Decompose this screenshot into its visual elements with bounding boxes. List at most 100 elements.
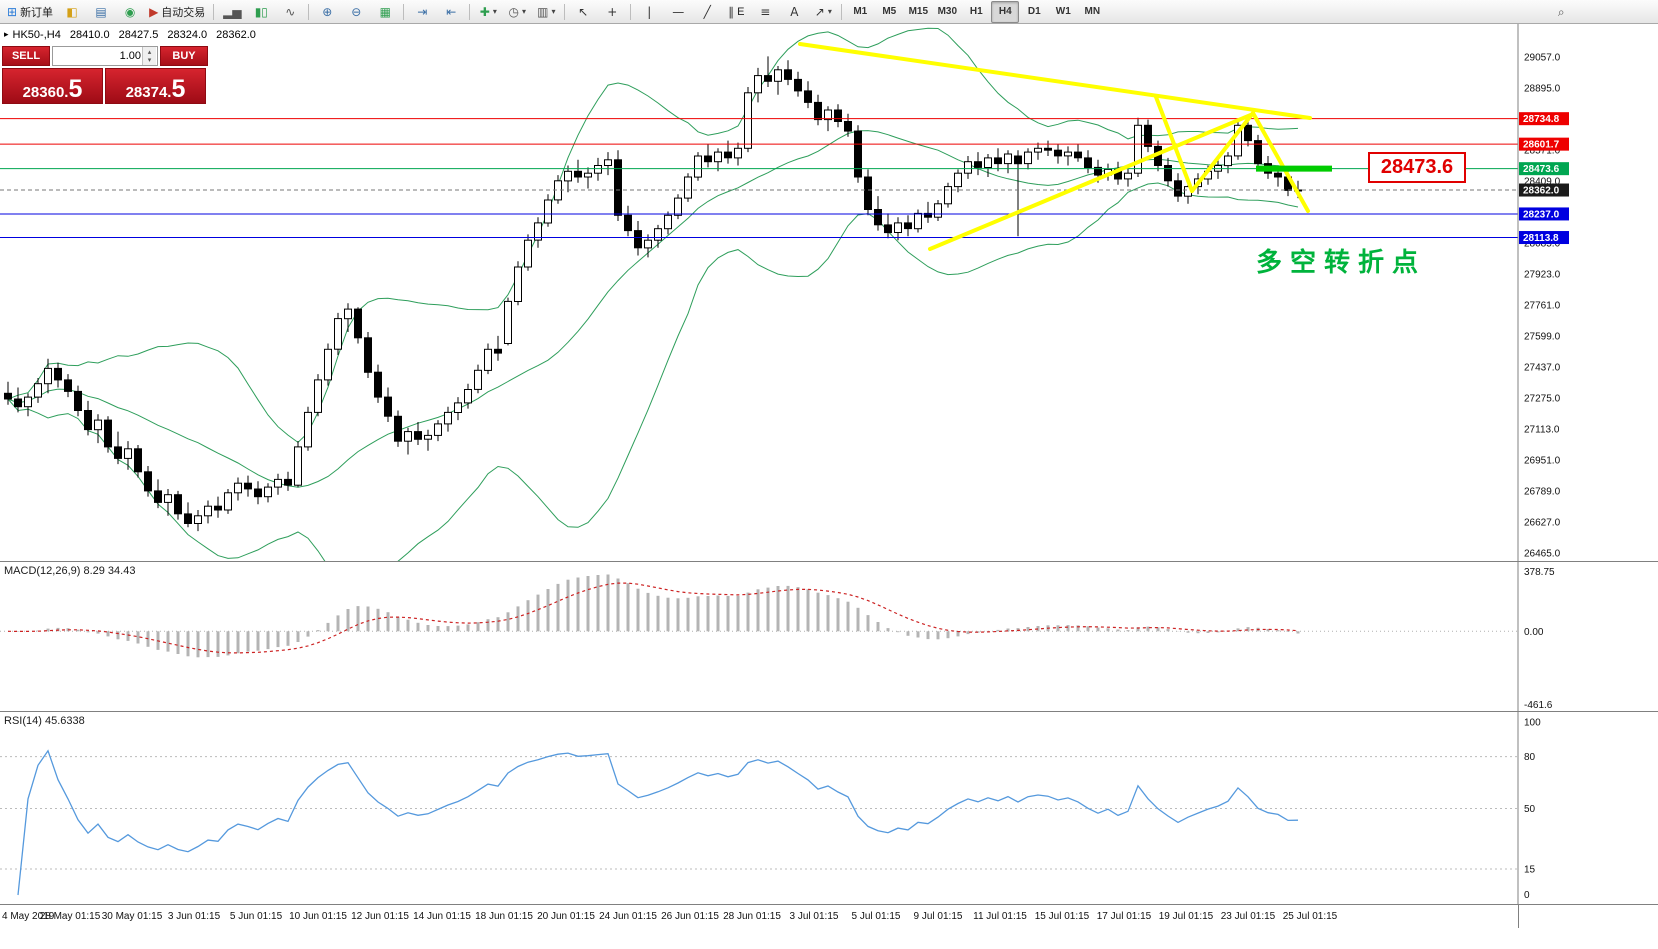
price-tick-label: 28571.0 <box>1524 146 1561 157</box>
cursor-icon: ↖ <box>578 4 589 19</box>
timeframe-m30[interactable]: M30 <box>933 1 961 23</box>
rsi-chart[interactable]: 100 80 50 15 0 <box>0 712 1658 904</box>
text-label-button[interactable]: A <box>780 1 808 23</box>
line-chart-button[interactable]: ∿ <box>276 1 304 23</box>
bollinger-middle-band <box>7 130 1299 488</box>
spinner-down-icon[interactable]: ▾ <box>147 57 152 64</box>
date-label: 5 Jun 01:15 <box>229 911 283 922</box>
price-tick-label: 27437.0 <box>1524 363 1561 374</box>
sell-price-button[interactable]: 28360. 5 <box>2 68 103 104</box>
spinner-up-icon[interactable]: ▴ <box>147 49 152 56</box>
tile-windows-icon: ▦ <box>379 4 391 19</box>
time-axis[interactable]: 4 May 2019 28 May 01:15 30 May 01:15 3 Jun … <box>0 904 1658 928</box>
price-tick-label: 26951.0 <box>1524 456 1561 467</box>
fibonacci-icon: ≡ <box>760 4 771 19</box>
timeframe-mn[interactable]: MN <box>1078 1 1106 23</box>
yellow-trendline[interactable] <box>798 42 1312 120</box>
horizontal-line-button[interactable]: — <box>664 1 692 23</box>
date-label: 12 Jun 01:15 <box>351 911 409 922</box>
price-annotation-box[interactable]: 28473.6 <box>1368 152 1466 183</box>
macd-histogram <box>6 574 1300 658</box>
zoom-out-button[interactable]: ⊖ <box>342 1 370 23</box>
toolbar: ⊞ 新订单 ◧ ▤ ◉ ▶ 自动交易 ▂▅ ▮▯ ∿ ⊕ ⊖ ▦ ⇥ ⇤ ✚ ▾ ◷ ▾ ▥ ▾ ↖ + | — ╱ ∥ E ≡ A ↗ ▾ M… <box>0 0 1658 24</box>
autotrading-button[interactable]: ▶ 自动交易 <box>145 1 209 23</box>
macd-chart[interactable]: 378.75 0.00 -461.6 <box>0 562 1658 711</box>
lot-size-input[interactable]: 1.00 ▴ ▾ <box>52 46 158 66</box>
arrows-button[interactable]: ↗ ▾ <box>809 1 837 23</box>
date-label: 23 Jul 01:15 <box>1220 911 1276 922</box>
sell-button[interactable]: SELL <box>2 46 50 66</box>
symbol-marker-icon: ▸ <box>4 30 9 40</box>
dropdown-caret-icon: ▾ <box>551 7 556 16</box>
vertical-line-button[interactable]: | <box>635 1 663 23</box>
toolbar-separator <box>841 3 843 20</box>
turning-point-annotation[interactable]: 多空转折点 <box>1256 248 1427 278</box>
search-button[interactable]: ⌕ <box>1547 1 1575 23</box>
toolbar-separator <box>564 3 566 20</box>
rsi-indicator-panel: 100 80 50 15 0 RSI(14) 45.6338 <box>0 711 1658 904</box>
candles <box>4 56 1302 532</box>
auto-scroll-button[interactable]: ⇥ <box>408 1 436 23</box>
dropdown-caret-icon: ▾ <box>492 7 497 16</box>
zoom-in-button[interactable]: ⊕ <box>313 1 341 23</box>
timeframe-m15[interactable]: M15 <box>904 1 932 23</box>
new-order-button-label: 新订单 <box>20 6 54 19</box>
timeframe-h4-label: H4 <box>998 6 1012 17</box>
buy-button[interactable]: BUY <box>160 46 208 66</box>
templates-button[interactable]: ▥ ▾ <box>532 1 560 23</box>
price-tag <box>1519 112 1569 126</box>
timeframe-h4[interactable]: H4 <box>991 0 1020 23</box>
timeframe-h1[interactable]: H1 <box>962 1 990 23</box>
channel-button[interactable]: ∥ E <box>722 1 750 23</box>
macd-signal-line <box>7 582 1299 654</box>
yellow-trendline[interactable] <box>1251 111 1310 213</box>
dropdown-caret-icon: ▾ <box>827 7 832 16</box>
new-order-icon: ⊞ <box>7 4 18 19</box>
main-chart[interactable]: 29057.0 28895.0 28571.0 28409.0 28085.0 27923… <box>0 24 1658 561</box>
navigator-button[interactable]: ◉ <box>116 1 144 23</box>
channel-icon: ∥ <box>728 4 735 19</box>
timeframe-w1[interactable]: W1 <box>1049 1 1077 23</box>
price-tag <box>1519 137 1569 151</box>
ohlc-open: 28410.0 <box>69 29 110 41</box>
sell-price-pip: 5 <box>68 74 83 103</box>
bar-chart-button[interactable]: ▂▅ <box>218 1 246 23</box>
price-tag-label: 28601.7 <box>1523 140 1560 151</box>
macd-indicator-panel: 378.75 0.00 -461.6 MACD(12,26,9) 8.29 34.4… <box>0 561 1658 711</box>
periods-button[interactable]: ◷ ▾ <box>503 1 531 23</box>
lot-spinner[interactable]: ▴ ▾ <box>142 47 156 65</box>
data-window-button[interactable]: ▤ <box>87 1 115 23</box>
timeframe-d1[interactable]: D1 <box>1020 1 1048 23</box>
rsi-line <box>17 749 1299 896</box>
fibonacci-button[interactable]: ≡ <box>751 1 779 23</box>
price-tick-label: 27761.0 <box>1524 301 1561 312</box>
market-watch-button[interactable]: ◧ <box>58 1 86 23</box>
price-tick-label: 29057.0 <box>1524 53 1561 64</box>
auto-scroll-icon: ⇥ <box>417 4 428 19</box>
rsi-tick-label: 80 <box>1524 752 1536 763</box>
price-tick-label: 26465.0 <box>1524 549 1561 560</box>
indicators-button[interactable]: ✚ ▾ <box>474 1 502 23</box>
date-label: 14 Jun 01:15 <box>413 911 471 922</box>
timeframe-m1-label: M1 <box>853 6 868 17</box>
date-label: 11 Jul 01:15 <box>973 911 1027 922</box>
candlestick-chart-button[interactable]: ▮▯ <box>247 1 275 23</box>
template-icon: ▥ <box>537 4 549 19</box>
buy-price-button[interactable]: 28374. 5 <box>105 68 206 104</box>
cursor-button[interactable]: ↖ <box>569 1 597 23</box>
yellow-trendline[interactable] <box>1190 111 1255 193</box>
new-order-button[interactable]: ⊞ 新订单 <box>3 1 57 23</box>
rsi-label: RSI(14) 45.6338 <box>4 715 85 727</box>
ohlc-low: 28324.0 <box>167 29 208 41</box>
yellow-trendline[interactable] <box>928 112 1255 251</box>
trendline-button[interactable]: ╱ <box>693 1 721 23</box>
crosshair-icon: + <box>607 4 618 19</box>
chart-shift-button[interactable]: ⇤ <box>437 1 465 23</box>
crosshair-button[interactable]: + <box>598 1 626 23</box>
timeframe-mn-label: MN <box>1084 6 1101 17</box>
timeframe-m1[interactable]: M1 <box>846 1 874 23</box>
timeframe-m5[interactable]: M5 <box>875 1 903 23</box>
tile-windows-button[interactable]: ▦ <box>371 1 399 23</box>
yellow-trendline[interactable] <box>1154 95 1194 193</box>
